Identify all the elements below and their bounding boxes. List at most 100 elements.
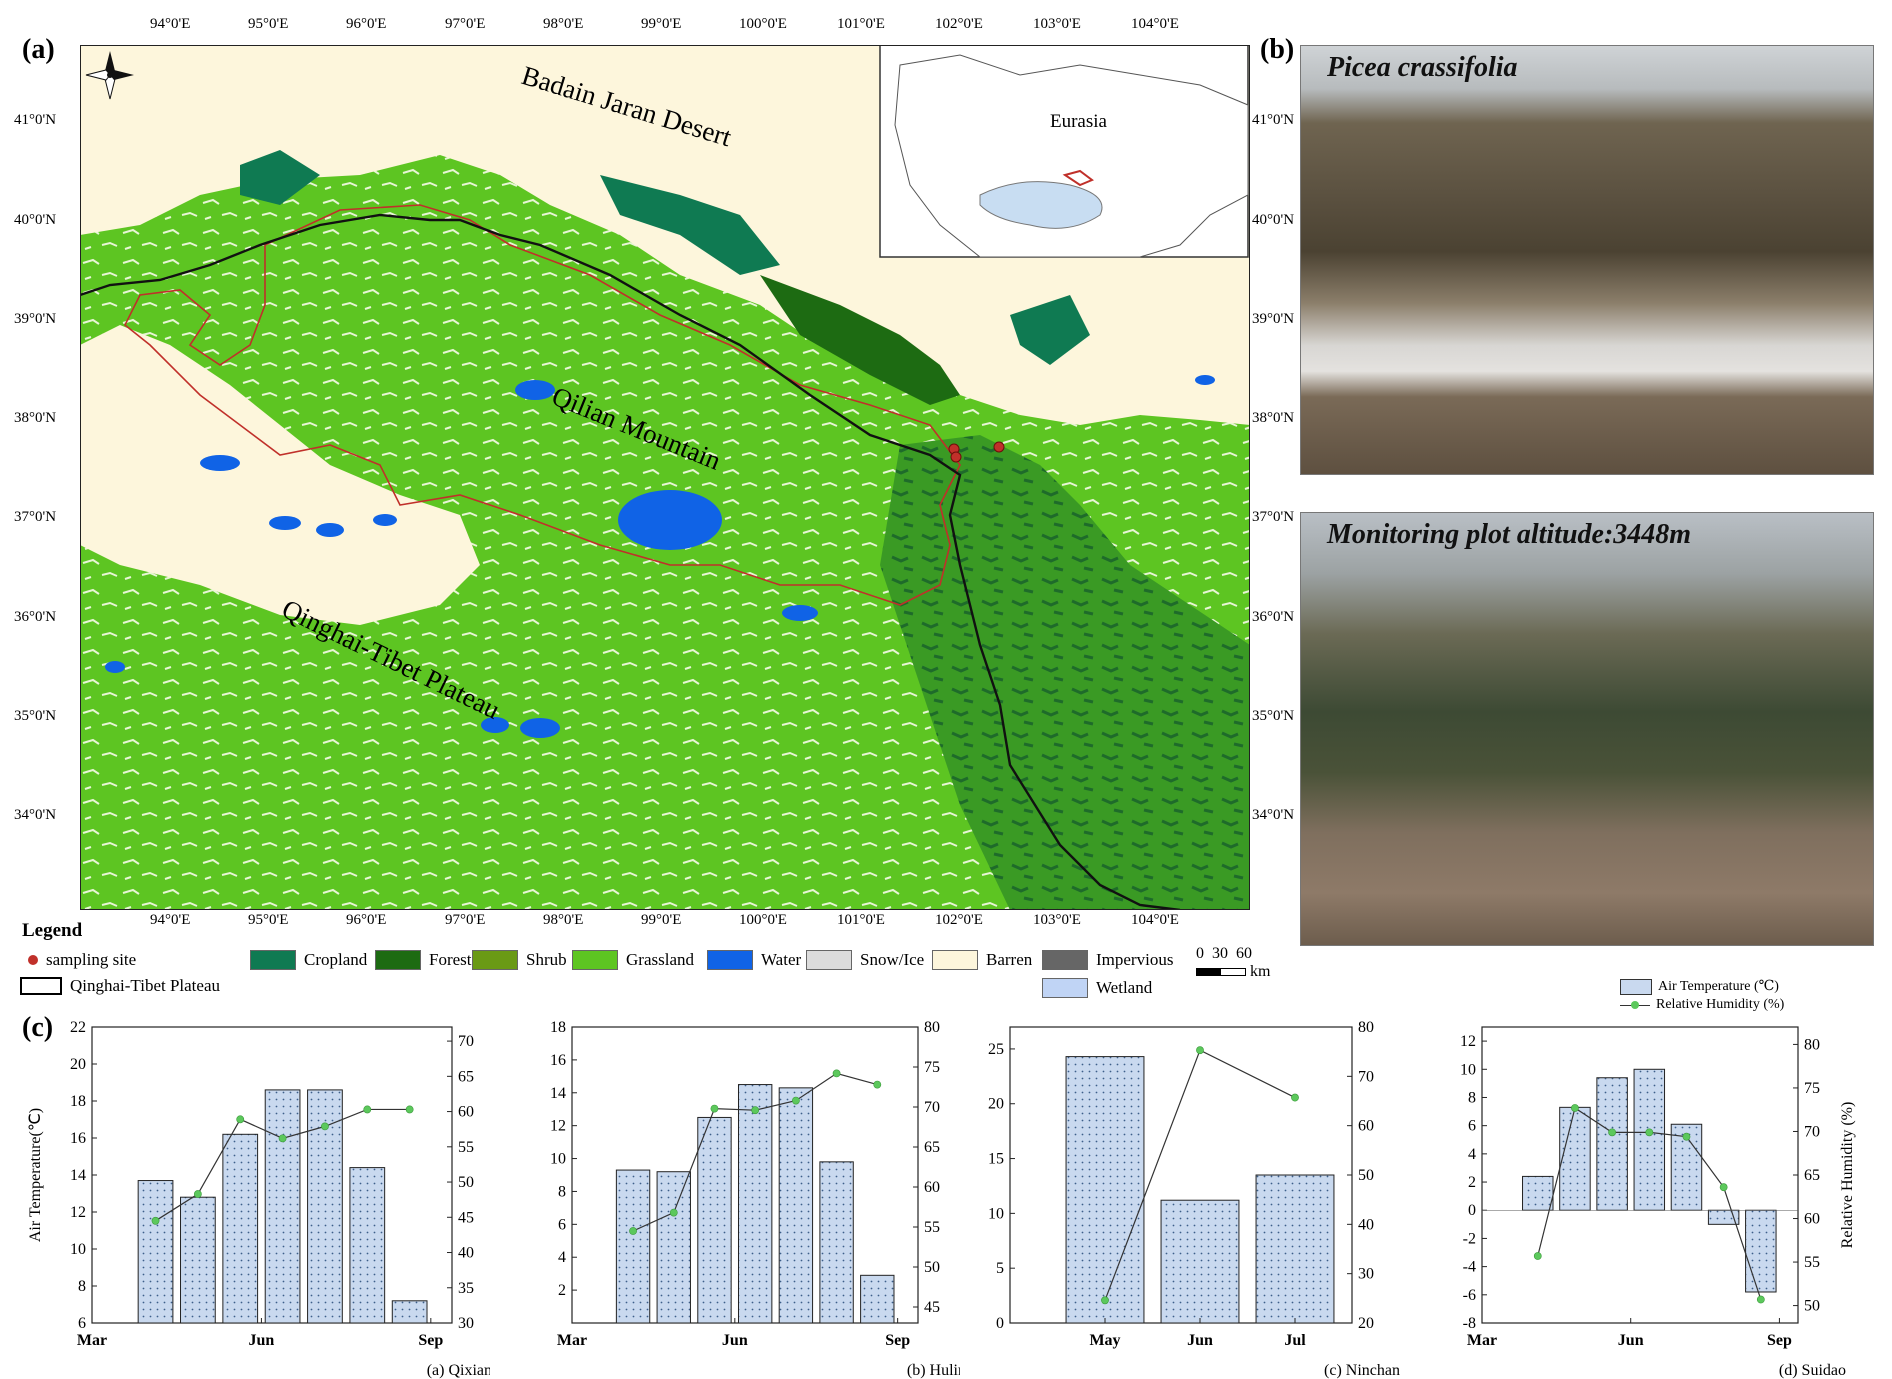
grassland-swatch: [572, 950, 618, 970]
photo-caption: Picea crassifolia: [1327, 52, 1518, 83]
lat-tick: 41°0'N: [1252, 112, 1295, 128]
photo-picea-crassifolia: Picea crassifolia: [1300, 45, 1874, 475]
sampling-site-marker[interactable]: [950, 451, 962, 463]
photo-caption: Monitoring plot altitude:3448m: [1327, 519, 1692, 550]
y-tick-label: -8: [1463, 1315, 1476, 1332]
line-legend-swatch: [1620, 998, 1650, 1012]
y-tick-label: 8: [558, 1183, 566, 1200]
humidity-point: [151, 1216, 160, 1225]
forest-patch: [600, 175, 780, 275]
temperature-bar: [1160, 1199, 1240, 1324]
chart-hulin: 2 4 6 8 10 12 14 16 18 45 50 55 60 65 70 75 80 Mar Jun Sep (…: [550, 1019, 960, 1379]
temperature-bar: [264, 1089, 301, 1324]
legend-label: Shrub: [526, 950, 567, 969]
temperature-bar: [778, 1087, 814, 1324]
y-tick-label: 25: [988, 1041, 1004, 1058]
lake: [520, 718, 560, 738]
temperature-bar: [697, 1116, 732, 1324]
inset-label: Eurasia: [1050, 111, 1108, 132]
lon-tick: 104°0'E: [1131, 912, 1179, 928]
land-cover-map[interactable]: Badain Jaran Desert Qilian Mountain Qing…: [80, 45, 1250, 910]
x-tick-label: Sep: [418, 1332, 443, 1349]
wetland-swatch: [1042, 978, 1088, 998]
y-tick-label: 18: [550, 1019, 566, 1036]
y2-tick-label: 60: [924, 1179, 940, 1196]
panel-a-label: (a): [22, 34, 55, 65]
lon-tick: 96°0'E: [346, 912, 387, 928]
y2-axis-label: Relative Humidity (%): [1839, 1102, 1856, 1249]
humidity-point: [1608, 1128, 1617, 1137]
y2-tick-label: 45: [924, 1299, 940, 1316]
y-tick-label: 5: [996, 1260, 1004, 1277]
x-tick-label: Sep: [1767, 1332, 1792, 1349]
humidity-point: [1533, 1252, 1542, 1260]
barren-swatch: [932, 950, 978, 970]
y-tick-label: 8: [1468, 1089, 1476, 1106]
y2-tick-label: 65: [924, 1139, 940, 1156]
forest-swatch: [375, 950, 421, 970]
sampling-site-marker[interactable]: [993, 441, 1005, 453]
y-axis-label: Air Temperature(℃): [27, 1108, 44, 1242]
legend-label: Barren: [986, 950, 1033, 969]
legend-snow: Snow/Ice: [806, 950, 924, 970]
humidity-point: [405, 1105, 414, 1114]
legend-label: Snow/Ice: [860, 950, 925, 969]
temperature-bar: [1522, 1175, 1554, 1211]
lon-tick: 95°0'E: [248, 912, 289, 928]
y-tick-label: -6: [1463, 1287, 1476, 1304]
map-lon-ticks-top: 94°0'E 95°0'E 96°0'E 97°0'E 98°0'E 99°0'…: [0, 16, 1260, 38]
lon-tick: 96°0'E: [346, 16, 387, 32]
y-tick-label: 2: [558, 1282, 566, 1299]
y-tick-label: 14: [70, 1167, 86, 1184]
temperature-bar: [860, 1274, 895, 1324]
eurasia-inset: Eurasia: [879, 45, 1249, 258]
lat-tick: 34°0'N: [1252, 807, 1295, 823]
temperature-bar: [1596, 1077, 1628, 1211]
y2-tick-label: 70: [1804, 1123, 1820, 1140]
y2-tick-label: 35: [458, 1280, 474, 1297]
lon-tick: 98°0'E: [543, 912, 584, 928]
temperature-bar: [1065, 1056, 1145, 1324]
humidity-point: [751, 1106, 760, 1115]
x-tick-label: Jul: [1284, 1332, 1306, 1349]
lat-tick: 35°0'N: [14, 708, 57, 724]
shrub-swatch: [472, 950, 518, 970]
y2-tick-label: 50: [1358, 1167, 1374, 1184]
water-swatch: [707, 950, 753, 970]
y2-tick-label: 30: [1358, 1266, 1374, 1283]
lat-tick: 39°0'N: [1252, 311, 1295, 327]
lat-tick: 37°0'N: [14, 509, 57, 525]
lon-tick: 94°0'E: [150, 16, 191, 32]
temperature-bar: [1255, 1174, 1335, 1324]
y-tick-label: 10: [550, 1151, 566, 1168]
x-tick-label: Jun: [722, 1332, 748, 1349]
temperature-bar: [656, 1171, 691, 1324]
scale-unit: km: [1250, 963, 1271, 980]
lat-tick: 40°0'N: [14, 212, 57, 228]
scale-bar: 0 30 60 km: [1196, 945, 1270, 981]
impervious-swatch: [1042, 950, 1088, 970]
lat-tick: 36°0'N: [1252, 609, 1295, 625]
panel-b-label: (b): [1260, 34, 1295, 65]
y2-tick-label: 40: [1358, 1216, 1374, 1233]
chart-caption: (a) Qixiang: [427, 1362, 490, 1379]
humidity-point: [236, 1115, 245, 1124]
y-tick-label: 16: [550, 1052, 566, 1069]
y2-tick-label: 70: [458, 1033, 474, 1050]
y2-tick-label: 65: [458, 1068, 474, 1085]
temperature-bar: [349, 1167, 386, 1324]
temperature-bar: [222, 1133, 259, 1324]
y-tick-label: 14: [550, 1085, 566, 1102]
y2-tick-label: 30: [458, 1315, 474, 1332]
lat-tick: 34°0'N: [14, 807, 57, 823]
humidity-point: [1645, 1128, 1654, 1137]
temperature-bar: [737, 1084, 773, 1324]
y2-tick-label: 55: [458, 1139, 474, 1156]
temperature-bar: [615, 1169, 651, 1324]
plateau-box-icon: [20, 977, 62, 995]
y2-tick-label: 20: [1358, 1315, 1374, 1332]
chart-suidao: -8 -6 -4 -2 0 2 4 6 8 10 12 50 55 60 65 70 75 80 Mar Jun Sep…: [1460, 1026, 1856, 1379]
lon-tick: 99°0'E: [641, 912, 682, 928]
lon-tick: 104°0'E: [1131, 16, 1179, 32]
x-tick-label: Jun: [1187, 1332, 1213, 1349]
